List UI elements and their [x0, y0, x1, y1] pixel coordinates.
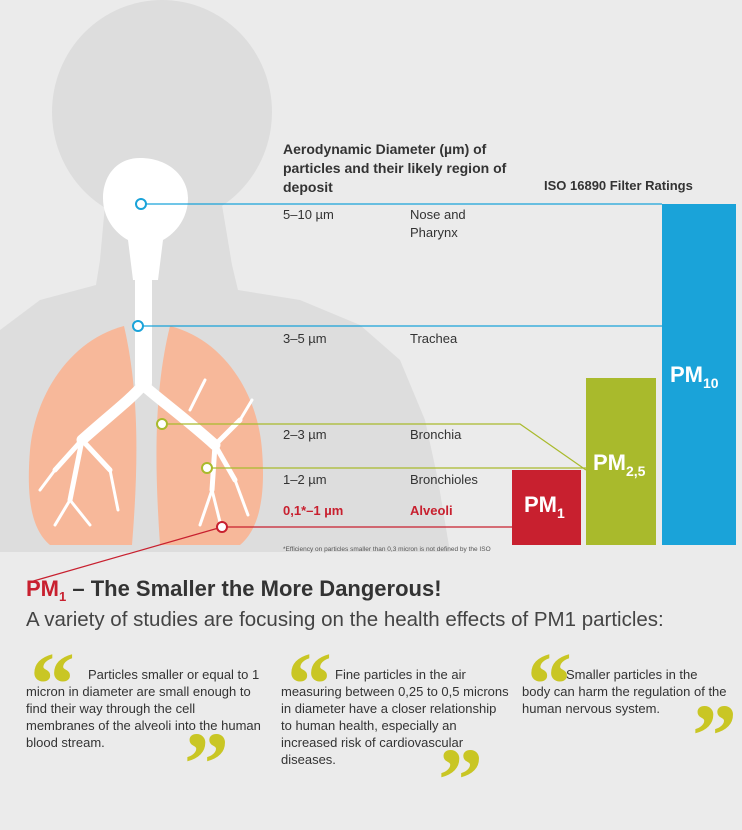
alveoli-marker	[216, 521, 228, 533]
bronchia-marker	[156, 418, 168, 430]
quote-close-icon: ”	[692, 687, 737, 786]
quote-3: Smaller particles in the body can harm t…	[522, 667, 727, 716]
bar-label-pm1: PM1	[524, 492, 565, 521]
connector-lines	[29, 203, 662, 583]
bar-pm2-5	[586, 378, 656, 545]
section-subtitle: A variety of studies are focusing on the…	[26, 608, 664, 631]
diagram-heading: Aerodynamic Diameter (µm) of particles a…	[283, 141, 507, 195]
iso-footnote: *Efficiency on particles smaller than 0,…	[283, 546, 491, 553]
size-1-2: 1–2 µm	[283, 472, 327, 487]
size-3-5: 3–5 µm	[283, 331, 327, 346]
region-trachea: Trachea	[410, 331, 458, 346]
region-bronchia: Bronchia	[410, 427, 462, 442]
deposit-markers	[132, 198, 228, 533]
bar-label-pm2-5: PM2,5	[593, 450, 646, 479]
iso-ratings-title: ISO 16890 Filter Ratings	[544, 178, 693, 193]
region-nose-pharynx: Nose and Pharynx	[410, 207, 466, 240]
quote-2: Fine particles in the air measuring betw…	[281, 667, 509, 767]
size-2-3: 2–3 µm	[283, 427, 327, 442]
region-bronchioles: Bronchioles	[410, 472, 478, 487]
bar-pm10	[662, 204, 736, 545]
nose-marker	[135, 198, 147, 210]
quote-close-icon: ”	[184, 715, 229, 814]
quote-1: Particles smaller or equal to 1 micron i…	[26, 667, 261, 750]
bronchioles-marker	[201, 462, 213, 474]
title-pm1: PM1	[26, 576, 67, 604]
size-0-1-1: 0,1*–1 µm	[283, 503, 344, 518]
bar-label-pm10: PM10	[670, 362, 719, 391]
size-5-10: 5–10 µm	[283, 207, 334, 222]
section-title: PM1 – The Smaller the More Dangerous!	[26, 576, 442, 604]
deposition-diagram	[0, 0, 736, 583]
quote-close-icon: ”	[438, 731, 483, 830]
trachea-marker	[132, 320, 144, 332]
bar-pm1	[512, 470, 581, 545]
region-alveoli: Alveoli	[410, 503, 453, 518]
